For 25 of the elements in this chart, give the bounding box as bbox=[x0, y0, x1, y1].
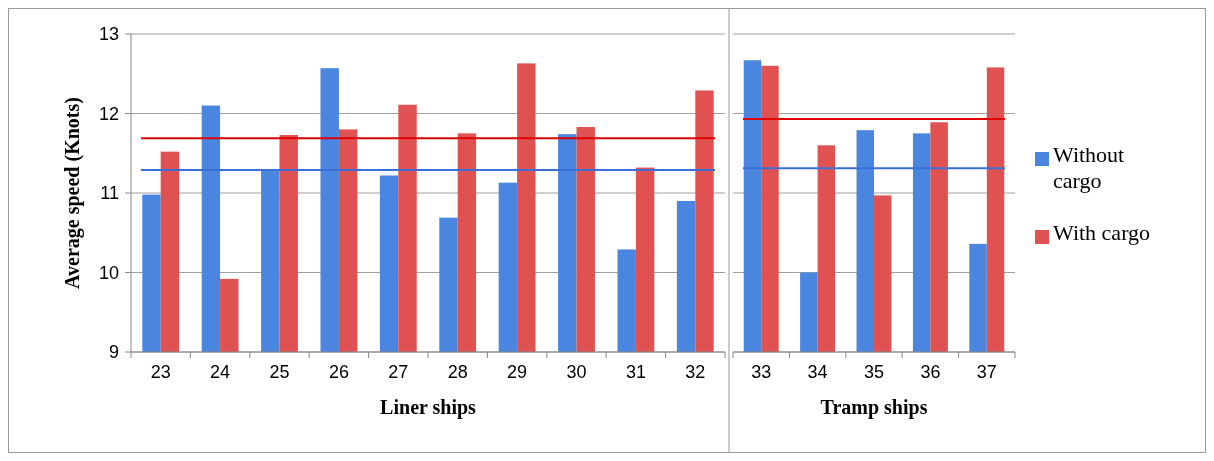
legend-label: With cargo bbox=[1053, 220, 1152, 246]
x-tick-label: 32 bbox=[685, 362, 706, 382]
x-axis-title: Liner ships bbox=[380, 396, 477, 419]
y-tick-label: 11 bbox=[100, 183, 119, 203]
y-axis-title: Average speed (Knots) bbox=[61, 97, 84, 289]
x-tick-label: 25 bbox=[269, 362, 290, 382]
legend-label: Without cargo bbox=[1053, 142, 1126, 194]
x-tick-label: 23 bbox=[150, 362, 171, 382]
y-tick-label: 10 bbox=[98, 262, 119, 283]
x-axis-title: Tramp ships bbox=[820, 396, 928, 419]
x-tick-label: 31 bbox=[625, 362, 646, 382]
x-tick-label: 26 bbox=[328, 362, 349, 382]
y-tick-label: 13 bbox=[98, 24, 119, 44]
x-tick-label: 36 bbox=[920, 362, 941, 382]
x-tick-label: 27 bbox=[388, 362, 409, 382]
y-tick-label: 12 bbox=[98, 103, 119, 124]
x-tick-label: 33 bbox=[751, 362, 772, 382]
x-tick-label: 28 bbox=[447, 362, 468, 382]
y-tick-label: 9 bbox=[108, 342, 119, 362]
x-tick-label: 24 bbox=[210, 362, 231, 382]
x-tick-label: 29 bbox=[507, 362, 528, 382]
x-tick-label: 34 bbox=[807, 362, 828, 382]
x-tick-label: 35 bbox=[863, 362, 885, 382]
x-tick-label: 30 bbox=[566, 362, 587, 382]
x-tick-label: 37 bbox=[976, 362, 997, 382]
